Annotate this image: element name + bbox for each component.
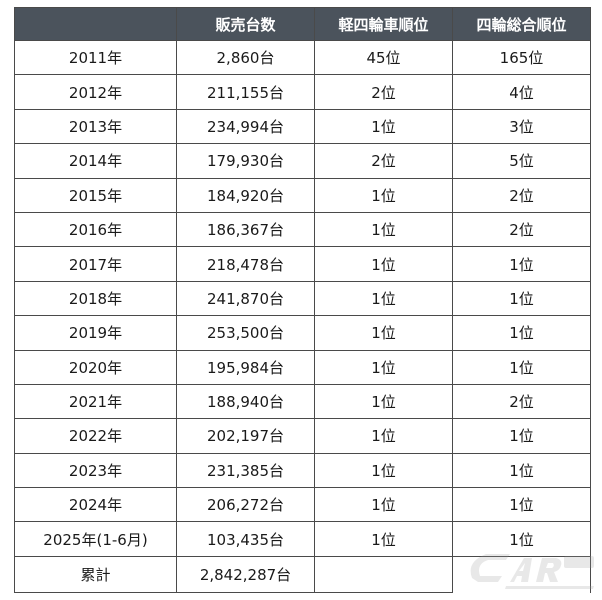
table-row: 2014年 179,930台 2位 5位 bbox=[14, 143, 591, 179]
cell-overall-rank: 1位 bbox=[452, 280, 591, 317]
cell-year: 2014年 bbox=[14, 143, 177, 179]
cell-overall-rank: 2位 bbox=[452, 177, 591, 213]
cell-overall-rank: 1位 bbox=[452, 521, 591, 557]
cell-year: 2013年 bbox=[14, 108, 177, 145]
total-cell-kei-rank bbox=[314, 555, 453, 593]
cell-kei-rank: 1位 bbox=[314, 418, 453, 454]
cell-overall-rank: 3位 bbox=[452, 108, 591, 145]
table-row: 2025年(1-6月) 103,435台 1位 1位 bbox=[14, 521, 591, 557]
table-row: 2016年 186,367台 1位 2位 bbox=[14, 211, 591, 248]
table-row: 2015年 184,920台 1位 2位 bbox=[14, 177, 591, 213]
table-row: 2018年 241,870台 1位 1位 bbox=[14, 280, 591, 317]
cell-sales-units: 202,197台 bbox=[176, 418, 315, 454]
cell-kei-rank: 1位 bbox=[314, 487, 453, 523]
cell-kei-rank: 45位 bbox=[314, 39, 453, 76]
cell-sales-units: 2,860台 bbox=[176, 39, 315, 76]
cell-overall-rank: 5位 bbox=[452, 143, 591, 179]
cell-year: 2017年 bbox=[14, 246, 177, 282]
cell-year: 2012年 bbox=[14, 74, 177, 110]
cell-year: 2011年 bbox=[14, 39, 177, 76]
total-row: 累計 2,842,287台 bbox=[14, 555, 591, 593]
cell-year: 2023年 bbox=[14, 452, 177, 489]
total-cell-year: 累計 bbox=[14, 555, 177, 593]
cell-sales-units: 206,272台 bbox=[176, 487, 315, 523]
cell-year: 2018年 bbox=[14, 280, 177, 317]
sales-ranking-table: 販売台数 軽四輪車順位 四輪総合順位 2011年 2,860台 45位 165位 201… bbox=[14, 7, 591, 593]
cell-overall-rank: 1位 bbox=[452, 452, 591, 489]
cell-kei-rank: 2位 bbox=[314, 143, 453, 179]
cell-sales-units: 241,870台 bbox=[176, 280, 315, 317]
cell-sales-units: 234,994台 bbox=[176, 108, 315, 145]
cell-sales-units: 179,930台 bbox=[176, 143, 315, 179]
table-row: 2023年 231,385台 1位 1位 bbox=[14, 452, 591, 489]
cell-kei-rank: 1位 bbox=[314, 315, 453, 351]
cell-kei-rank: 1位 bbox=[314, 108, 453, 145]
total-cell-overall-rank bbox=[452, 555, 591, 593]
cell-overall-rank: 1位 bbox=[452, 349, 591, 385]
carme-watermark-logo bbox=[470, 554, 594, 589]
cell-kei-rank: 1位 bbox=[314, 280, 453, 317]
cell-overall-rank: 1位 bbox=[452, 315, 591, 351]
cell-kei-rank: 1位 bbox=[314, 177, 453, 213]
header-overall-rank: 四輪総合順位 bbox=[452, 7, 591, 41]
table-row: 2013年 234,994台 1位 3位 bbox=[14, 108, 591, 145]
cell-year: 2016年 bbox=[14, 211, 177, 248]
cell-overall-rank: 2位 bbox=[452, 383, 591, 420]
cell-year: 2024年 bbox=[14, 487, 177, 523]
cell-kei-rank: 1位 bbox=[314, 246, 453, 282]
cell-kei-rank: 1位 bbox=[314, 383, 453, 420]
cell-overall-rank: 1位 bbox=[452, 246, 591, 282]
header-sales-units: 販売台数 bbox=[176, 7, 315, 41]
cell-kei-rank: 1位 bbox=[314, 211, 453, 248]
cell-overall-rank: 2位 bbox=[452, 211, 591, 248]
cell-kei-rank: 2位 bbox=[314, 74, 453, 110]
table-row: 2019年 253,500台 1位 1位 bbox=[14, 315, 591, 351]
table-row: 2017年 218,478台 1位 1位 bbox=[14, 246, 591, 282]
cell-kei-rank: 1位 bbox=[314, 452, 453, 489]
table-row: 2021年 188,940台 1位 2位 bbox=[14, 383, 591, 420]
cell-kei-rank: 1位 bbox=[314, 349, 453, 385]
cell-sales-units: 184,920台 bbox=[176, 177, 315, 213]
cell-sales-units: 195,984台 bbox=[176, 349, 315, 385]
cell-sales-units: 186,367台 bbox=[176, 211, 315, 248]
cell-sales-units: 231,385台 bbox=[176, 452, 315, 489]
cell-sales-units: 218,478台 bbox=[176, 246, 315, 282]
table-row: 2020年 195,984台 1位 1位 bbox=[14, 349, 591, 385]
cell-year: 2015年 bbox=[14, 177, 177, 213]
cell-overall-rank: 165位 bbox=[452, 39, 591, 76]
cell-sales-units: 211,155台 bbox=[176, 74, 315, 110]
cell-sales-units: 103,435台 bbox=[176, 521, 315, 557]
header-row: 販売台数 軽四輪車順位 四輪総合順位 bbox=[14, 7, 591, 41]
table-row: 2011年 2,860台 45位 165位 bbox=[14, 39, 591, 76]
cell-kei-rank: 1位 bbox=[314, 521, 453, 557]
total-cell-sales-units: 2,842,287台 bbox=[176, 555, 315, 593]
table-body: 2011年 2,860台 45位 165位 2012年 211,155台 2位 4位 2013年… bbox=[14, 39, 591, 593]
cell-year: 2022年 bbox=[14, 418, 177, 454]
cell-overall-rank: 1位 bbox=[452, 487, 591, 523]
cell-year: 2021年 bbox=[14, 383, 177, 420]
cell-overall-rank: 1位 bbox=[452, 418, 591, 454]
cell-year: 2019年 bbox=[14, 315, 177, 351]
sales-ranking-table-container: 販売台数 軽四輪車順位 四輪総合順位 2011年 2,860台 45位 165位 201… bbox=[14, 7, 591, 593]
cell-year: 2020年 bbox=[14, 349, 177, 385]
table-row: 2022年 202,197台 1位 1位 bbox=[14, 418, 591, 454]
cell-year: 2025年(1-6月) bbox=[14, 521, 177, 557]
header-kei-rank: 軽四輪車順位 bbox=[314, 7, 453, 41]
cell-sales-units: 253,500台 bbox=[176, 315, 315, 351]
cell-overall-rank: 4位 bbox=[452, 74, 591, 110]
table-row: 2012年 211,155台 2位 4位 bbox=[14, 74, 591, 110]
table-header: 販売台数 軽四輪車順位 四輪総合順位 bbox=[14, 7, 591, 41]
header-year bbox=[14, 7, 177, 41]
table-row: 2024年 206,272台 1位 1位 bbox=[14, 487, 591, 523]
cell-sales-units: 188,940台 bbox=[176, 383, 315, 420]
